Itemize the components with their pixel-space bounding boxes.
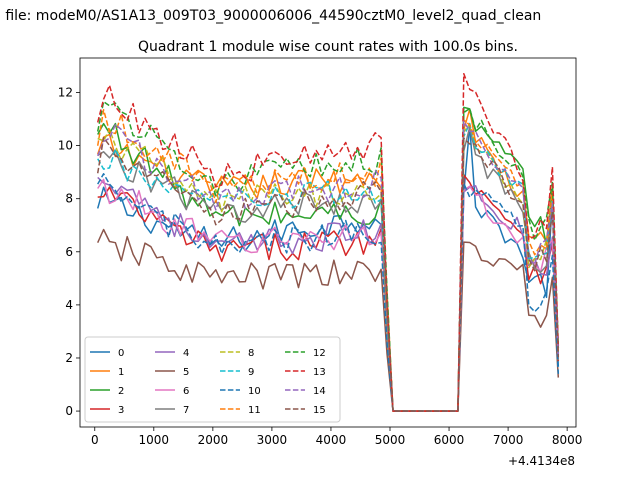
series-line-5 — [97, 228, 560, 412]
x-tick-label: 1000 — [139, 433, 170, 447]
x-tick-label: 8000 — [552, 433, 583, 447]
legend-label-7: 7 — [183, 405, 189, 416]
legend-label-0: 0 — [118, 348, 124, 359]
x-tick-label: 4000 — [316, 433, 347, 447]
x-tick-label: 3000 — [257, 433, 288, 447]
legend-label-14: 14 — [313, 386, 326, 397]
y-tick-label: 8 — [65, 192, 73, 206]
legend-label-1: 1 — [118, 367, 124, 378]
series-line-13 — [96, 72, 560, 412]
x-tick-label: 7000 — [493, 433, 524, 447]
legend-label-2: 2 — [118, 386, 124, 397]
legend-label-12: 12 — [313, 348, 326, 359]
legend-label-4: 4 — [183, 348, 189, 359]
axes-border — [79, 57, 577, 428]
x-tick-label: 5000 — [375, 433, 406, 447]
legend-label-8: 8 — [248, 348, 254, 359]
series-line-4 — [97, 176, 560, 412]
legend-label-9: 9 — [248, 367, 254, 378]
series-line-10 — [97, 173, 560, 412]
legend-label-3: 3 — [118, 405, 124, 416]
axes: 0 1000 2000 3000 4000 5000 6000 7000 80000246810… — [58, 86, 583, 447]
legend-label-10: 10 — [248, 386, 261, 397]
y-tick-label: 10 — [58, 139, 73, 153]
series-line-12 — [96, 100, 560, 412]
legend-label-15: 15 — [313, 405, 326, 416]
series-line-2 — [97, 106, 560, 412]
legend-box — [84, 336, 341, 423]
legend-label-6: 6 — [183, 386, 189, 397]
x-tick-label: 0 — [91, 433, 99, 447]
y-tick-label: 6 — [65, 245, 73, 259]
x-tick-label: 6000 — [434, 433, 465, 447]
series-line-6 — [97, 178, 560, 412]
x-tick-label: 2000 — [198, 433, 229, 447]
series-line-15 — [96, 136, 560, 412]
y-tick-label: 4 — [65, 298, 73, 312]
series-line-14 — [97, 120, 560, 412]
series-lines — [96, 72, 560, 412]
x-offset-label: +4.4134e8 — [508, 454, 575, 468]
chart-title: Quadrant 1 module wise count rates with … — [138, 39, 518, 55]
y-tick-label: 0 — [65, 404, 73, 418]
axes-frame — [79, 57, 577, 428]
legend-label-5: 5 — [183, 367, 189, 378]
series-line-11 — [96, 109, 560, 412]
legend-label-13: 13 — [313, 367, 326, 378]
series-line-3 — [97, 174, 560, 412]
chart-suptitle: n file: modeM0/AS1A13_009T03_9000006006_… — [0, 8, 541, 24]
y-tick-label: 12 — [58, 86, 73, 100]
y-tick-label: 2 — [65, 351, 73, 365]
legend-label-11: 11 — [248, 405, 261, 416]
